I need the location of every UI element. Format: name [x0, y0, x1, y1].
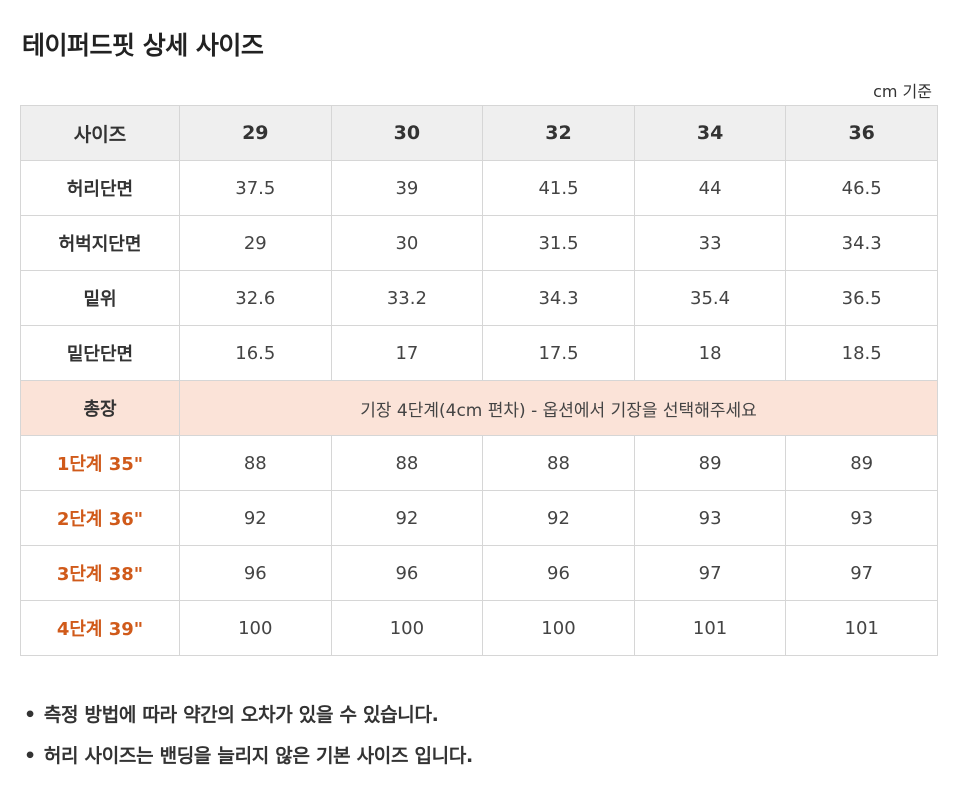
length-step-label: 1단계 35": [20, 435, 180, 491]
table-cell: 100: [330, 600, 484, 656]
table-cell: 33: [633, 215, 787, 271]
length-step-label: 3단계 38": [20, 545, 180, 601]
footnote-list: • 측정 방법에 따라 약간의 오차가 있을 수 있습니다. • 허리 사이즈는 밴…: [24, 700, 473, 782]
table-cell: 32.6: [179, 270, 332, 326]
table-cell: 89: [633, 435, 787, 491]
footnote-text: 허리 사이즈는 밴딩을 늘리지 않은 기본 사이즈 입니다.: [43, 745, 473, 767]
table-cell: 44: [633, 160, 787, 216]
total-length-row: 총장 기장 4단계(4cm 편차) - 옵션에서 기장을 선택해주세요: [20, 380, 938, 436]
table-row: 3단계 38" 96 96 96 97 97: [20, 545, 938, 601]
table-cell: 36.5: [785, 270, 938, 326]
header-size: 29: [179, 105, 332, 161]
table-cell: 93: [785, 490, 938, 546]
table-row: 1단계 35" 88 88 88 89 89: [20, 435, 938, 491]
table-cell: 30: [330, 215, 484, 271]
table-cell: 89: [785, 435, 938, 491]
table-cell: 92: [330, 490, 484, 546]
table-cell: 17: [330, 325, 484, 381]
row-label: 밑단단면: [20, 325, 180, 381]
header-size: 34: [633, 105, 787, 161]
table-cell: 97: [633, 545, 787, 601]
table-cell: 41.5: [482, 160, 635, 216]
table-cell: 92: [179, 490, 332, 546]
table-cell: 88: [179, 435, 332, 491]
table-cell: 88: [330, 435, 484, 491]
length-step-label: 4단계 39": [20, 600, 180, 656]
size-table: 사이즈 29 30 32 34 36 허리단면 37.5 39 41.5 44 …: [20, 105, 938, 656]
table-cell: 96: [179, 545, 332, 601]
table-cell: 97: [785, 545, 938, 601]
table-cell: 34.3: [482, 270, 635, 326]
unit-note: cm 기준: [873, 82, 932, 101]
table-row: 밑단단면 16.5 17 17.5 18 18.5: [20, 325, 938, 381]
table-cell: 18: [633, 325, 787, 381]
footnote-item: • 측정 방법에 따라 약간의 오차가 있을 수 있습니다.: [24, 700, 473, 727]
table-cell: 34.3: [785, 215, 938, 271]
table-cell: 46.5: [785, 160, 938, 216]
table-cell: 31.5: [482, 215, 635, 271]
table-cell: 37.5: [179, 160, 332, 216]
table-cell: 33.2: [330, 270, 484, 326]
table-row: 허벅지단면 29 30 31.5 33 34.3: [20, 215, 938, 271]
header-label: 사이즈: [20, 105, 180, 161]
table-cell: 35.4: [633, 270, 787, 326]
table-cell: 88: [482, 435, 635, 491]
footnote-item: • 허리 사이즈는 밴딩을 늘리지 않은 기본 사이즈 입니다.: [24, 741, 473, 768]
table-cell: 93: [633, 490, 787, 546]
total-length-label: 총장: [20, 380, 180, 436]
header-size: 30: [330, 105, 484, 161]
table-cell: 29: [179, 215, 332, 271]
footnote-text: 측정 방법에 따라 약간의 오차가 있을 수 있습니다.: [43, 704, 439, 726]
row-label: 밑위: [20, 270, 180, 326]
table-cell: 92: [482, 490, 635, 546]
table-cell: 100: [482, 600, 635, 656]
bullet-icon: •: [24, 745, 36, 767]
table-cell: 16.5: [179, 325, 332, 381]
table-header-row: 사이즈 29 30 32 34 36: [20, 105, 938, 161]
table-row: 2단계 36" 92 92 92 93 93: [20, 490, 938, 546]
table-cell: 100: [179, 600, 332, 656]
table-cell: 96: [330, 545, 484, 601]
table-cell: 96: [482, 545, 635, 601]
table-cell: 18.5: [785, 325, 938, 381]
table-row: 밑위 32.6 33.2 34.3 35.4 36.5: [20, 270, 938, 326]
page-title: 테이퍼드핏 상세 사이즈: [22, 31, 264, 60]
table-cell: 17.5: [482, 325, 635, 381]
table-cell: 39: [330, 160, 484, 216]
table-row: 허리단면 37.5 39 41.5 44 46.5: [20, 160, 938, 216]
row-label: 허벅지단면: [20, 215, 180, 271]
header-size: 32: [482, 105, 635, 161]
header-size: 36: [785, 105, 938, 161]
table-cell: 101: [633, 600, 787, 656]
table-row: 4단계 39" 100 100 100 101 101: [20, 600, 938, 656]
bullet-icon: •: [24, 704, 36, 726]
length-step-label: 2단계 36": [20, 490, 180, 546]
length-option-note: 기장 4단계(4cm 편차) - 옵션에서 기장을 선택해주세요: [179, 380, 938, 436]
row-label: 허리단면: [20, 160, 180, 216]
table-cell: 101: [785, 600, 938, 656]
